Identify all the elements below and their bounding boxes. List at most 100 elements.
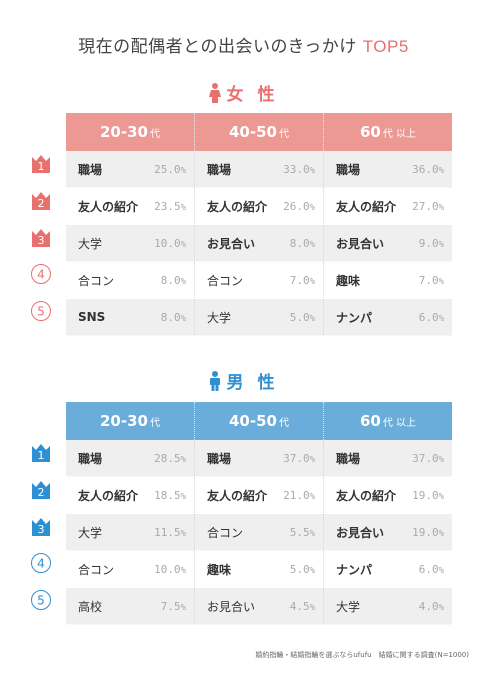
cell-percent-value: 5.0 xyxy=(289,562,310,576)
cell-label: 友人の紹介 xyxy=(207,488,268,503)
table-row: 高校 7.5% お見合い 4.5% 大学 4.0% xyxy=(66,588,452,625)
cell-percent: 18.5% xyxy=(154,489,186,502)
svg-text:4: 4 xyxy=(37,268,45,282)
rank-crown-icon: 1 xyxy=(30,152,54,176)
cell-percent-unit: % xyxy=(180,239,186,250)
table-cell: ナンパ 6.0% xyxy=(324,551,452,587)
cell-label: 大学 xyxy=(336,599,361,614)
cell-percent-unit: % xyxy=(309,276,315,287)
table-cell: 友人の紹介 26.0% xyxy=(195,188,324,224)
cell-percent-unit: % xyxy=(180,276,186,287)
cell-percent-value: 6.0 xyxy=(418,310,439,324)
table-cell: 大学 11.5% xyxy=(66,514,195,550)
cell-percent-unit: % xyxy=(309,454,315,465)
cell-percent: 10.0% xyxy=(154,237,186,250)
cell-label: 友人の紹介 xyxy=(78,488,139,503)
male-table: 20-30 代 40-50 代 60 代 以上 職場 28.5% 職場 37.0% 職場 37.0% 友… xyxy=(66,402,452,625)
cell-percent-unit: % xyxy=(309,239,315,250)
cell-percent-value: 21.0 xyxy=(283,488,310,502)
table-row: 合コン 10.0% 趣味 5.0% ナンパ 6.0% xyxy=(66,551,452,588)
cell-percent-value: 19.0 xyxy=(412,488,439,502)
column-header: 40-50 代 xyxy=(195,113,324,151)
cell-percent: 25.0% xyxy=(154,163,186,176)
cell-percent-value: 4.0 xyxy=(418,599,439,613)
rank-circle-icon: 4 xyxy=(30,552,54,576)
column-header: 40-50 代 xyxy=(195,402,324,440)
svg-text:2: 2 xyxy=(38,486,45,499)
rank-crown-icon: 2 xyxy=(30,478,54,502)
cell-percent: 8.0% xyxy=(161,274,186,287)
cell-label: 合コン xyxy=(78,562,115,577)
column-header-label: 60 xyxy=(359,412,381,430)
cell-percent-value: 5.5 xyxy=(289,525,310,539)
cell-percent-unit: % xyxy=(438,202,444,213)
cell-label: ナンパ xyxy=(336,562,373,577)
cell-percent: 37.0% xyxy=(283,452,315,465)
column-header: 60 代 以上 xyxy=(324,402,452,440)
rank-crown-icon: 3 xyxy=(30,515,54,539)
table-cell: 職場 28.5% xyxy=(66,440,195,476)
cell-label: お見合い xyxy=(336,236,385,251)
table-cell: 友人の紹介 19.0% xyxy=(324,477,452,513)
table-cell: お見合い 4.5% xyxy=(195,588,324,624)
cell-percent-unit: % xyxy=(309,602,315,613)
table-cell: 高校 7.5% xyxy=(66,588,195,624)
female-section-label: 女 性 xyxy=(226,85,279,105)
cell-label: 合コン xyxy=(207,525,244,540)
cell-label: 大学 xyxy=(207,310,232,325)
table-row: 職場 25.0% 職場 33.0% 職場 36.0% xyxy=(66,151,452,188)
rank-crown-icon: 1 xyxy=(30,441,54,465)
cell-percent-unit: % xyxy=(309,165,315,176)
cell-percent-value: 8.0 xyxy=(289,236,310,250)
rank-circle-icon: 5 xyxy=(30,589,54,613)
table-cell: お見合い 19.0% xyxy=(324,514,452,550)
svg-text:1: 1 xyxy=(38,449,45,462)
cell-percent-value: 23.5 xyxy=(154,199,181,213)
cell-percent-value: 7.0 xyxy=(289,273,310,287)
column-header-suffix: 代 以上 xyxy=(382,417,417,429)
cell-label: 職場 xyxy=(78,162,103,177)
table-cell: 大学 5.0% xyxy=(195,299,324,335)
cell-label: お見合い xyxy=(207,599,256,614)
cell-percent-unit: % xyxy=(438,276,444,287)
cell-percent-value: 6.0 xyxy=(418,562,439,576)
cell-label: 職場 xyxy=(336,162,361,177)
table-row: 友人の紹介 18.5% 友人の紹介 21.0% 友人の紹介 19.0% xyxy=(66,477,452,514)
female-section-heading: 女 性 xyxy=(0,80,487,108)
column-header-suffix: 代 以上 xyxy=(382,128,417,140)
rank-circle-icon: 5 xyxy=(30,300,54,324)
cell-percent-value: 28.5 xyxy=(154,451,181,465)
cell-percent-unit: % xyxy=(438,313,444,324)
cell-label: 趣味 xyxy=(336,273,361,288)
table-cell: 友人の紹介 23.5% xyxy=(66,188,195,224)
cell-percent-unit: % xyxy=(438,602,444,613)
cell-percent: 19.0% xyxy=(412,526,444,539)
cell-percent: 11.5% xyxy=(154,526,186,539)
cell-percent-unit: % xyxy=(438,565,444,576)
table-row: 大学 11.5% 合コン 5.5% お見合い 19.0% xyxy=(66,514,452,551)
table-cell: 友人の紹介 18.5% xyxy=(66,477,195,513)
female-person-icon xyxy=(208,83,221,108)
cell-percent-value: 7.0 xyxy=(418,273,439,287)
table-cell: 合コン 7.0% xyxy=(195,262,324,298)
column-header: 20-30 代 xyxy=(66,113,195,151)
cell-label: 趣味 xyxy=(207,562,232,577)
cell-percent: 33.0% xyxy=(283,163,315,176)
column-header: 20-30 代 xyxy=(66,402,195,440)
cell-percent-unit: % xyxy=(309,491,315,502)
column-header-label: 40-50 xyxy=(229,412,277,430)
cell-percent-unit: % xyxy=(180,602,186,613)
cell-percent-value: 8.0 xyxy=(160,310,181,324)
column-header-suffix: 代 xyxy=(149,417,160,429)
cell-percent-unit: % xyxy=(309,565,315,576)
cell-label: お見合い xyxy=(207,236,256,251)
cell-percent-value: 10.0 xyxy=(154,236,181,250)
rank-crown-icon: 2 xyxy=(30,189,54,213)
cell-percent: 27.0% xyxy=(412,200,444,213)
column-header-label: 40-50 xyxy=(229,123,277,141)
svg-text:3: 3 xyxy=(38,523,45,536)
svg-text:1: 1 xyxy=(38,160,45,173)
cell-percent-value: 33.0 xyxy=(283,162,310,176)
cell-percent-value: 5.0 xyxy=(289,310,310,324)
table-row: 職場 28.5% 職場 37.0% 職場 37.0% xyxy=(66,440,452,477)
